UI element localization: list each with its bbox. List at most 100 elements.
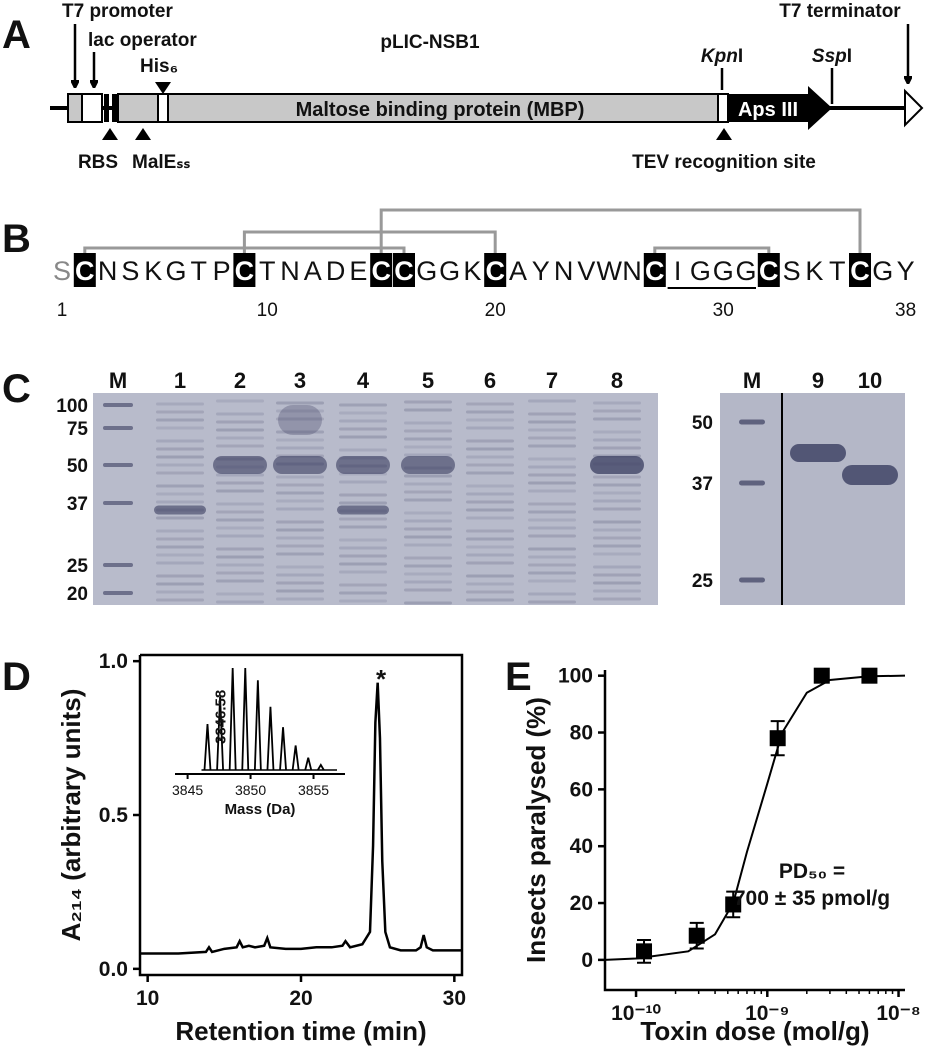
gel-band xyxy=(216,412,264,416)
fit-curve xyxy=(604,674,906,961)
y-tick-label: 20 xyxy=(570,892,593,915)
gel-band xyxy=(156,500,204,504)
gel-band xyxy=(466,463,514,467)
gel-band xyxy=(593,401,641,405)
gel-band xyxy=(466,516,514,520)
residue-highlight xyxy=(233,253,256,287)
segment xyxy=(81,93,103,123)
plasmid-title: pLIC-NSB1 xyxy=(380,32,480,53)
lane-label: 10 xyxy=(858,368,882,393)
enzyme-suffix: I xyxy=(847,46,852,67)
gel-band xyxy=(216,436,264,440)
gel-band xyxy=(216,518,264,522)
residue: A xyxy=(304,256,322,286)
site-label: lac operator xyxy=(88,30,197,51)
gel-band xyxy=(276,499,324,503)
gel-band xyxy=(790,444,846,462)
gel-band xyxy=(466,418,514,422)
residue: G xyxy=(439,256,460,286)
gel-band xyxy=(216,473,264,477)
gel-band xyxy=(404,408,452,412)
gel-band xyxy=(156,529,204,533)
marker-label: 50 xyxy=(692,413,713,434)
panel-label: E xyxy=(505,655,532,699)
gel-band xyxy=(103,591,133,595)
gel-band xyxy=(103,463,133,467)
trace xyxy=(140,682,462,955)
residue: Y xyxy=(897,256,915,286)
data-point xyxy=(725,896,742,913)
gel-band xyxy=(466,471,514,475)
gel-band xyxy=(593,499,641,503)
gel-band xyxy=(593,589,641,593)
gel-band xyxy=(156,598,204,602)
gel-band xyxy=(593,552,641,556)
residue: W xyxy=(596,256,622,286)
gel-band xyxy=(404,601,452,605)
gel-band xyxy=(339,480,387,484)
residue: C xyxy=(485,256,505,286)
gel-band xyxy=(156,471,204,475)
residue: C xyxy=(235,256,255,286)
gel-band xyxy=(593,581,641,585)
site-label: T7 promoter xyxy=(62,1,173,22)
gel-band xyxy=(154,505,206,515)
gel-band xyxy=(739,480,765,486)
marker-label: 50 xyxy=(67,456,88,477)
gel-band xyxy=(339,570,387,574)
gel-band xyxy=(466,598,514,602)
residue: G xyxy=(872,256,893,286)
mass-peak xyxy=(228,667,237,771)
gel-band xyxy=(276,401,324,405)
data-point xyxy=(813,667,830,684)
panel-a: A pLIC-NSB1 Maltose binding protein (MBP… xyxy=(2,1,924,173)
gel-band xyxy=(216,592,264,596)
segment xyxy=(117,93,159,123)
gel-band xyxy=(216,579,264,583)
marker-label: 75 xyxy=(67,419,89,440)
gel-band xyxy=(276,475,324,479)
gel-band xyxy=(156,582,204,586)
enzyme-name: Kpn xyxy=(701,46,738,67)
gel-band xyxy=(466,537,514,541)
gel-band xyxy=(276,409,324,413)
gel-band xyxy=(593,430,641,434)
residue: G xyxy=(165,256,186,286)
gel-band xyxy=(528,481,576,485)
gel-band xyxy=(466,590,514,594)
y-tick-label: 0 xyxy=(581,949,593,972)
residue: I xyxy=(674,256,682,286)
gel-band xyxy=(466,582,514,586)
gel-band xyxy=(404,543,452,547)
gel-band xyxy=(156,516,204,520)
gel-band xyxy=(216,428,264,432)
site-label: T7 terminator xyxy=(779,1,901,22)
residue: S xyxy=(783,256,801,286)
gel xyxy=(93,393,658,605)
gel-band xyxy=(156,447,204,451)
gel-band xyxy=(339,411,387,415)
annotation: 700 ± 35 pmol/g xyxy=(734,887,890,910)
gel-band xyxy=(466,508,514,512)
gel-band xyxy=(276,507,324,511)
gel-band xyxy=(216,563,264,567)
mass-peak xyxy=(279,727,287,771)
gel-band xyxy=(276,544,324,548)
gel-band xyxy=(276,589,324,593)
y-tick-label: 80 xyxy=(570,722,593,745)
gel-band xyxy=(339,419,387,423)
gel-band xyxy=(466,439,514,443)
enzyme-name: Ssp xyxy=(812,46,847,67)
gel-band xyxy=(528,399,576,403)
residue-highlight xyxy=(370,253,393,287)
gel-band xyxy=(337,505,389,515)
gel-band xyxy=(593,446,641,450)
inset-x-tick-label: 3855 xyxy=(298,782,329,798)
mass-peak xyxy=(317,763,325,771)
gel-band xyxy=(842,465,898,485)
site-label: MalEₛₛ xyxy=(132,152,191,173)
gel-band xyxy=(401,456,455,474)
gel-band xyxy=(593,573,641,577)
gel-band xyxy=(593,536,641,540)
